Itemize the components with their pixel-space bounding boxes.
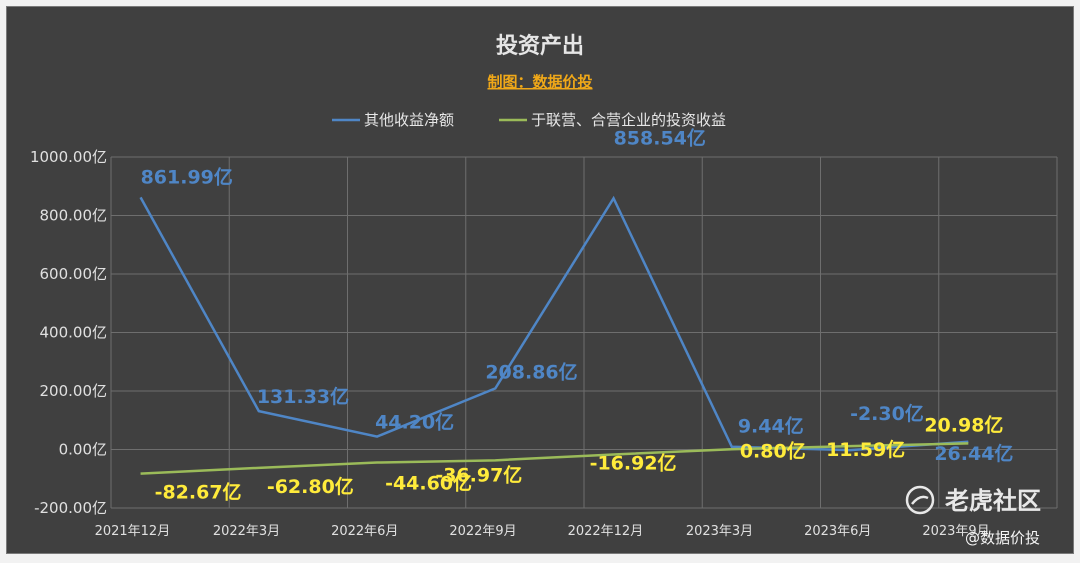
y-tick-label: 1000.00亿 bbox=[30, 148, 107, 166]
legend-label-2: 于联营、合营企业的投资收益 bbox=[531, 111, 726, 129]
x-axis-ticks: 2021年12月 2022年3月 2022年6月 2022年9月 2022年12月 202… bbox=[95, 524, 990, 539]
x-tick-label: 2022年12月 bbox=[568, 524, 644, 539]
tiger-logo-stroke bbox=[911, 495, 929, 505]
x-tick-label: 2023年3月 bbox=[686, 524, 753, 539]
data-label-s1: 131.33亿 bbox=[257, 385, 349, 408]
series-lines bbox=[139, 195, 969, 475]
watermark: 老虎社区 @数据价投 bbox=[905, 485, 1041, 547]
chart-canvas: 投资产出 制图：数据价投 其他收益净额 于联营、合营企业的投资收益 1000.00… bbox=[30, 34, 1058, 547]
y-tick-label: 0.00亿 bbox=[59, 441, 107, 459]
chart-title: 投资产出 bbox=[496, 34, 584, 59]
x-tick-label: 2023年6月 bbox=[804, 524, 871, 539]
tiger-logo-icon bbox=[905, 485, 935, 515]
y-axis-ticks: 1000.00亿 800.00亿 600.00亿 400.00亿 200.00亿 0.00… bbox=[30, 148, 107, 517]
chart-subtitle: 制图：数据价投 bbox=[487, 73, 592, 91]
y-tick-label: 800.00亿 bbox=[40, 207, 108, 225]
y-tick-label: 600.00亿 bbox=[40, 265, 108, 283]
watermark-handle: @数据价投 bbox=[965, 529, 1040, 547]
data-label-s2: 20.98亿 bbox=[924, 413, 1003, 436]
data-label-s1: -2.30亿 bbox=[850, 402, 924, 425]
data-label-s1: 9.44亿 bbox=[738, 415, 804, 438]
legend: 其他收益净额 于联营、合营企业的投资收益 bbox=[332, 111, 726, 129]
series-line-2 bbox=[140, 442, 969, 475]
x-tick-label: 2021年12月 bbox=[95, 524, 171, 539]
grid bbox=[110, 156, 1058, 509]
data-label-s1: 861.99亿 bbox=[141, 165, 233, 188]
legend-label-1: 其他收益净额 bbox=[364, 111, 454, 129]
data-label-s1: 858.54亿 bbox=[614, 126, 706, 149]
data-label-s2: -82.67亿 bbox=[155, 481, 242, 504]
y-tick-label: -200.00亿 bbox=[34, 499, 107, 517]
data-label-s2: -44.60亿 bbox=[385, 472, 472, 495]
chart-frame: 投资产出 制图：数据价投 其他收益净额 于联营、合营企业的投资收益 1000.00… bbox=[6, 6, 1074, 554]
y-tick-label: 400.00亿 bbox=[40, 324, 108, 342]
data-label-s2: -16.92亿 bbox=[590, 451, 677, 474]
x-tick-label: 2022年6月 bbox=[331, 524, 398, 539]
y-tick-label: 200.00亿 bbox=[40, 382, 108, 400]
data-label-s1: 26.44亿 bbox=[934, 442, 1013, 465]
data-label-s2: -62.80亿 bbox=[267, 475, 354, 498]
data-labels: 861.99亿 131.33亿 44.20亿 208.86亿 858.54亿 9.44亿 -… bbox=[141, 126, 1014, 503]
data-label-s1: 44.20亿 bbox=[375, 411, 454, 434]
x-tick-label: 2022年9月 bbox=[449, 524, 516, 539]
watermark-brand: 老虎社区 bbox=[945, 487, 1041, 515]
series-line-1 bbox=[139, 195, 969, 452]
x-tick-label: 2022年3月 bbox=[213, 524, 280, 539]
data-label-s1: 208.86亿 bbox=[485, 360, 577, 383]
x-tick-label: 2023年9月 bbox=[922, 524, 989, 539]
data-label-s2: 11.59亿 bbox=[826, 438, 905, 461]
data-label-s2: 0.80亿 bbox=[740, 439, 806, 462]
data-label-s2: -36.97亿 bbox=[435, 463, 522, 486]
